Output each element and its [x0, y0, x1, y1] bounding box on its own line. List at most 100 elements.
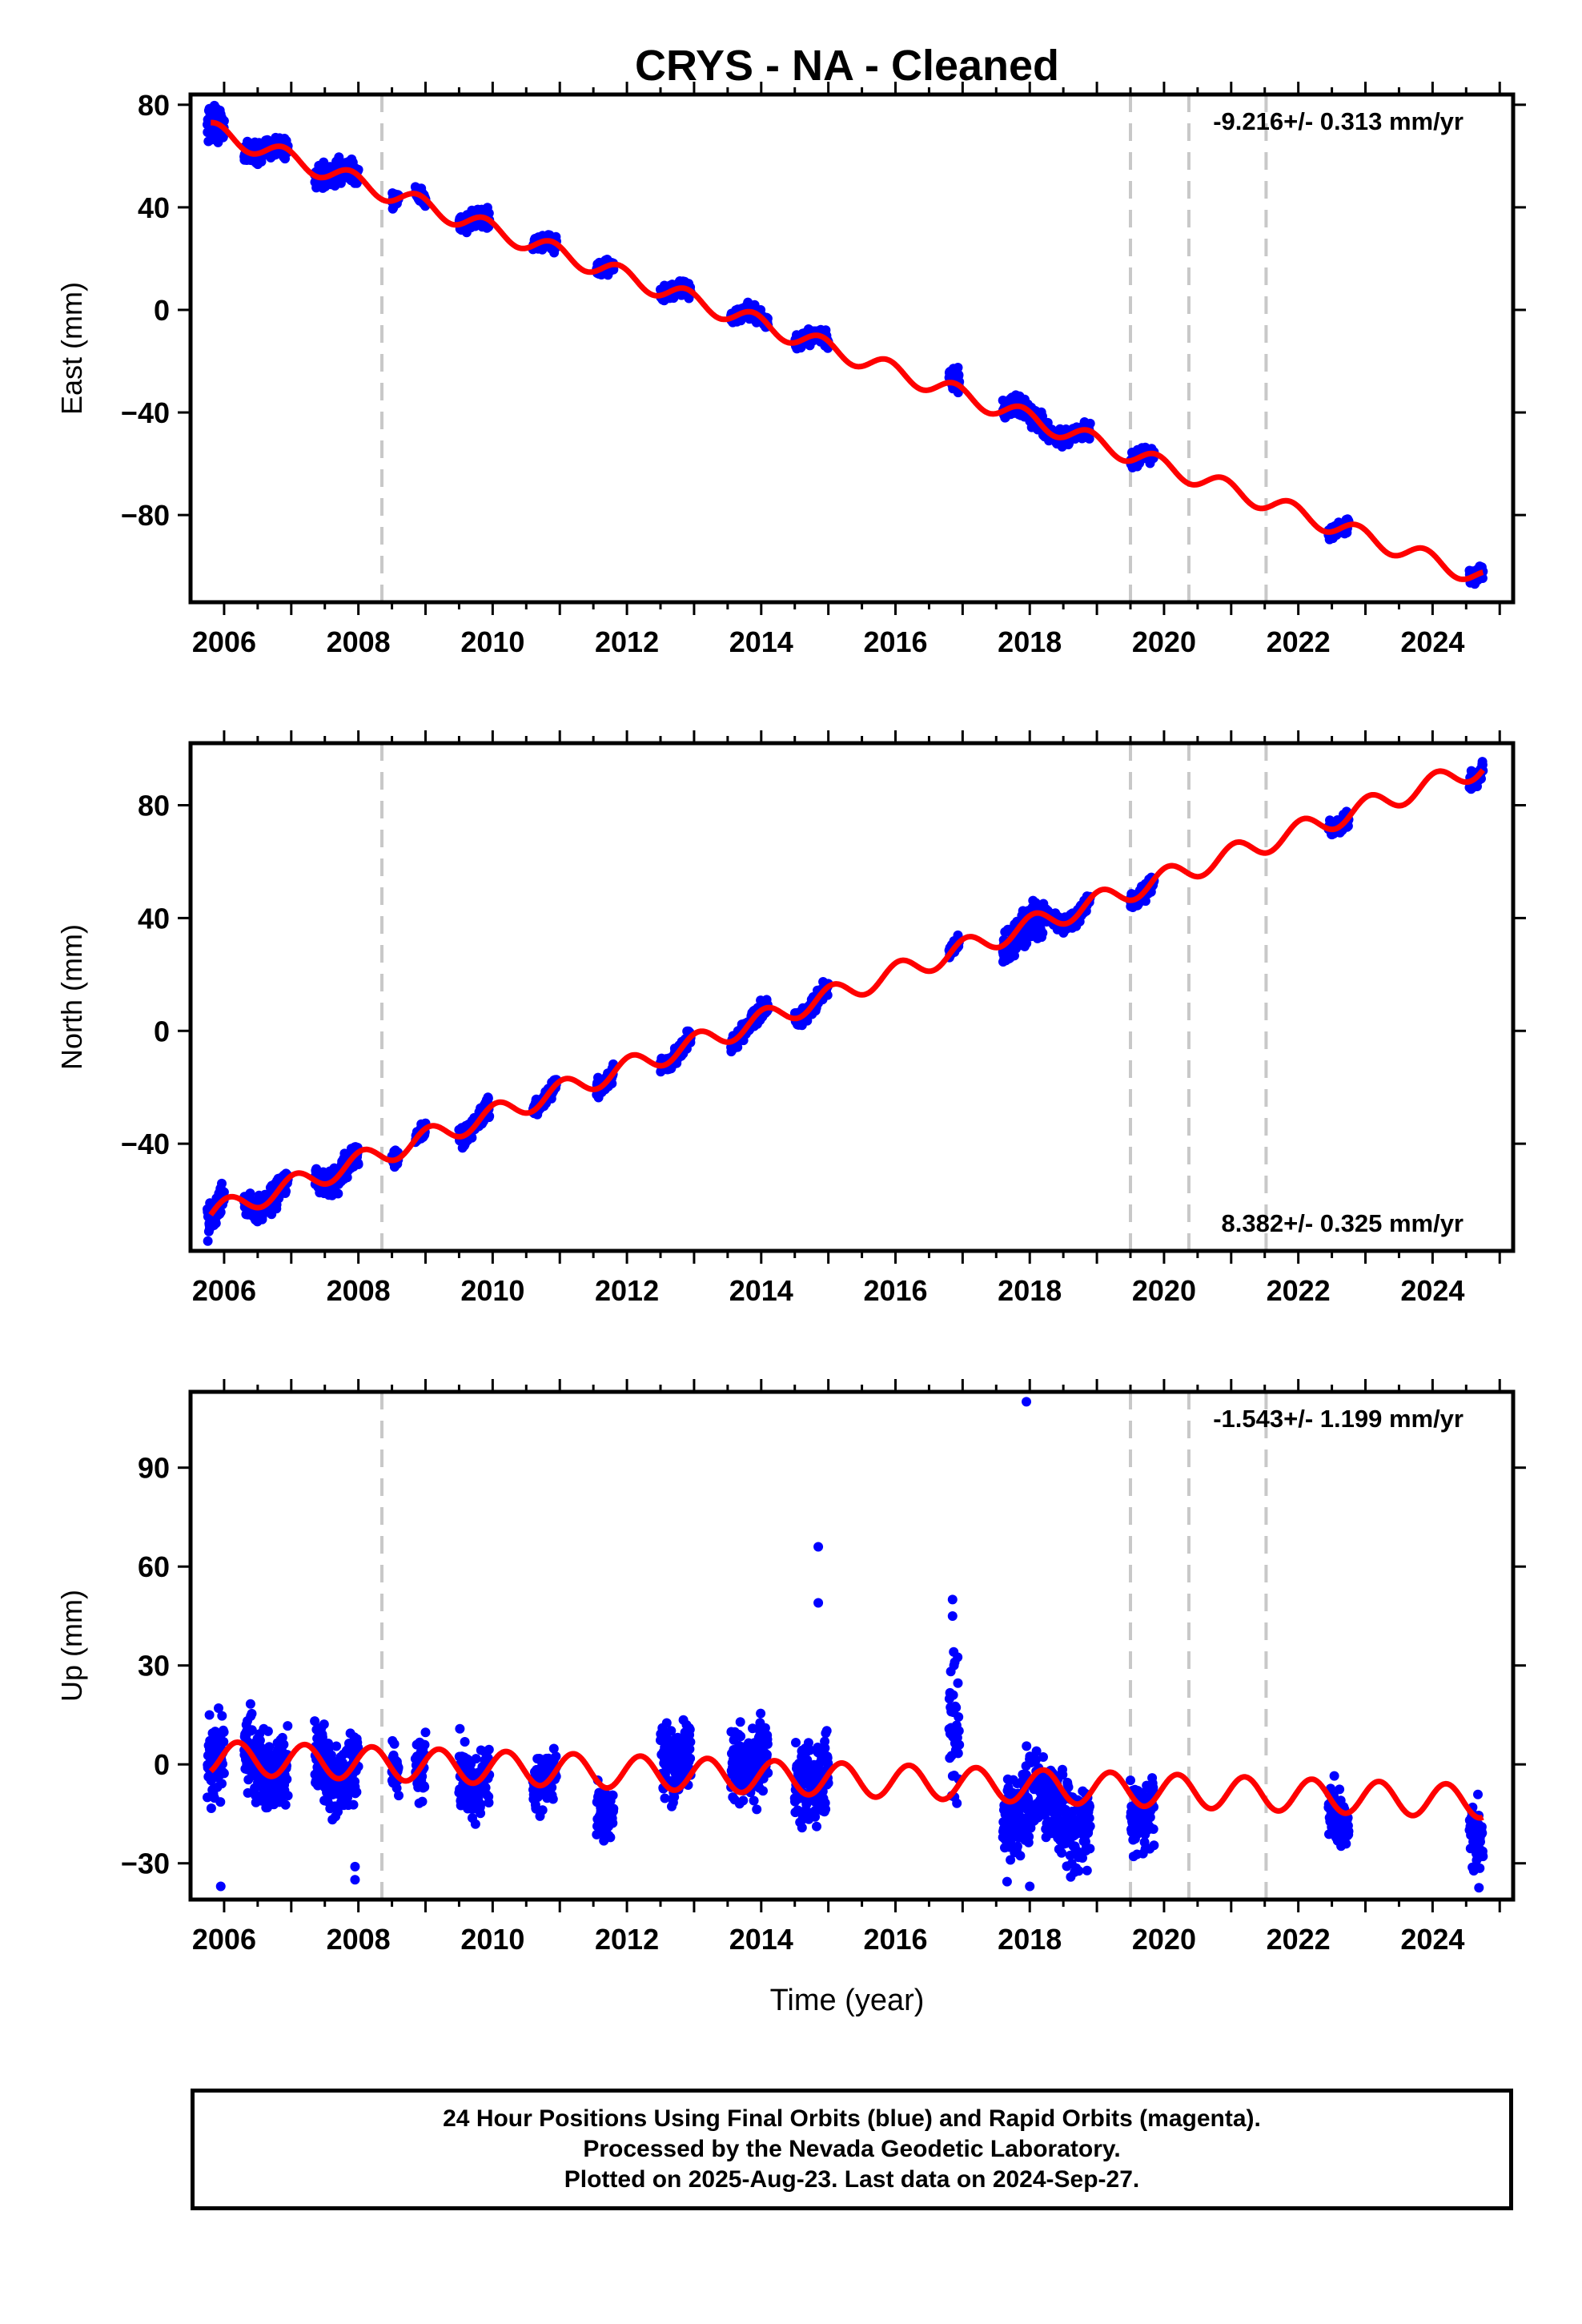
rate-label: -9.216+/- 0.313 mm/yr [1213, 107, 1464, 135]
data-point [476, 1808, 486, 1819]
data-point [247, 1708, 257, 1719]
data-point [551, 1751, 561, 1762]
data-point [608, 1803, 619, 1814]
data-point [736, 1731, 746, 1742]
x-tick-label: 2014 [729, 1274, 793, 1307]
data-point [548, 1794, 558, 1804]
data-point [685, 1724, 695, 1735]
axes-frame [188, 92, 1516, 605]
data-point [1022, 1741, 1032, 1751]
data-point [758, 1786, 768, 1796]
data-point [685, 1737, 696, 1747]
y-tick-label: 0 [154, 1015, 170, 1047]
data-point [334, 152, 344, 163]
data-point [735, 1717, 745, 1727]
data-point [954, 1712, 964, 1722]
data-point [353, 1160, 363, 1169]
data-point [1038, 928, 1048, 938]
data-point [952, 1798, 962, 1808]
x-tick-label: 2006 [192, 1274, 256, 1307]
data-point [217, 1779, 227, 1789]
data-point [470, 1819, 480, 1829]
y-tick-label: 0 [154, 294, 170, 327]
data-point [791, 1738, 801, 1747]
y-tick-label: 80 [138, 789, 170, 822]
x-tick-label: 2024 [1400, 1274, 1464, 1307]
data-point [820, 1743, 830, 1753]
model-curve [208, 768, 1486, 1217]
x-tick-label: 2012 [595, 625, 659, 658]
data-point [420, 1782, 430, 1792]
data-point [211, 1218, 221, 1228]
data-point [331, 1741, 342, 1751]
data-point [203, 1236, 213, 1246]
x-tick-label: 2012 [595, 1274, 659, 1307]
x-tick-label: 2014 [729, 625, 793, 658]
data-points [203, 757, 1488, 1246]
x-tick-label: 2024 [1400, 625, 1464, 658]
x-tick-label: 2016 [863, 1274, 927, 1307]
data-point [1012, 1841, 1022, 1852]
y-tick-label: 40 [138, 191, 170, 224]
data-point [821, 1804, 831, 1815]
data-point [206, 1803, 216, 1813]
y-tick-label: 80 [138, 89, 170, 122]
data-point [953, 1678, 963, 1688]
data-point [217, 1711, 227, 1721]
figure-title: CRYS - NA - Cleaned [635, 42, 1059, 90]
data-point [282, 1774, 292, 1784]
data-point [281, 1186, 291, 1196]
data-point [484, 1798, 494, 1807]
data-point [954, 1739, 965, 1750]
panel-east: 2006 2008 2010 2012 2014 2016 2018 2020 2022 2024… [55, 82, 1526, 658]
data-point [756, 1708, 766, 1719]
data-point [389, 1739, 400, 1749]
y-tick-label: −40 [121, 1128, 170, 1160]
x-tick-label: 2008 [327, 1274, 391, 1307]
data-point [476, 1799, 486, 1809]
data-point [484, 1744, 494, 1755]
data-point [219, 1187, 229, 1197]
y-tick-label: 40 [138, 902, 170, 935]
x-tick-label: 2018 [998, 1274, 1062, 1307]
data-points [203, 100, 1488, 589]
data-point [953, 363, 963, 372]
x-tick-label: 2008 [327, 625, 391, 658]
data-point [608, 1818, 618, 1828]
x-tick-label: 2022 [1267, 1274, 1331, 1307]
panel-up: 2006 2008 2010 2012 2014 2016 2018 2020 2022 2024… [55, 1379, 1526, 1956]
data-point [537, 1805, 548, 1815]
data-point [219, 1737, 229, 1747]
data-point [660, 1793, 670, 1803]
data-point [483, 1093, 493, 1104]
data-point [280, 1799, 291, 1810]
x-tick-label: 2016 [863, 625, 927, 658]
data-point [394, 1791, 404, 1801]
rate-label: 8.382+/- 0.325 mm/yr [1222, 1209, 1464, 1237]
data-point [762, 1739, 773, 1749]
data-point [333, 1188, 343, 1199]
data-point [218, 131, 228, 142]
y-tick-label: −80 [121, 499, 170, 532]
data-point [420, 1727, 431, 1738]
data-point [319, 1719, 329, 1730]
data-point [685, 1753, 696, 1763]
x-tick-label: 2010 [460, 1274, 524, 1307]
data-point [279, 1739, 289, 1750]
data-point [283, 1721, 293, 1731]
data-point [749, 1795, 759, 1806]
data-point [738, 1795, 749, 1806]
data-point [417, 1796, 428, 1807]
data-point [348, 1799, 359, 1810]
data-point [420, 1739, 430, 1750]
data-point [245, 1699, 255, 1709]
y-tick-label: −40 [121, 396, 170, 429]
data-point [1015, 1851, 1026, 1861]
model-curve [208, 119, 1485, 582]
data-point [1024, 1831, 1034, 1842]
data-point [953, 1748, 963, 1759]
data-point [263, 1726, 273, 1736]
plot-area: 2006 2008 2010 2012 2014 2016 2018 2020 2022 2024… [55, 82, 1526, 1956]
data-point [219, 1768, 229, 1779]
